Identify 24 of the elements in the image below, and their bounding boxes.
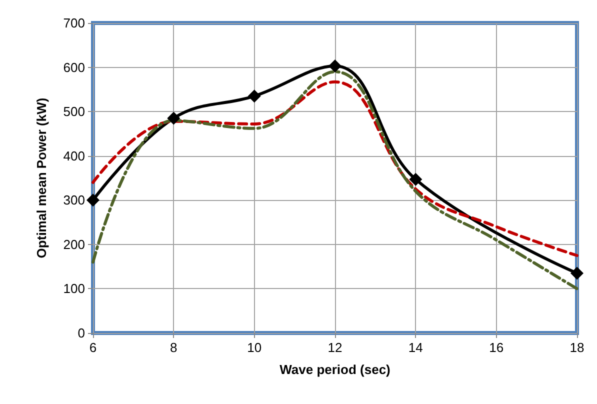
y-tick-label: 600 bbox=[63, 60, 85, 75]
y-tick-label: 500 bbox=[63, 104, 85, 120]
y-tick-label: 100 bbox=[63, 281, 85, 296]
x-tick-label: 18 bbox=[570, 340, 584, 355]
point bbox=[86, 194, 100, 207]
point bbox=[328, 59, 342, 72]
y-tick-label: 300 bbox=[63, 192, 85, 208]
x-tick-label: 16 bbox=[489, 340, 504, 355]
y-axis-title: Optimal mean Power (kW) bbox=[34, 98, 49, 258]
y-tick-label: 700 bbox=[63, 16, 85, 30]
x-tick-label: 10 bbox=[247, 340, 262, 355]
x-tick-label: 6 bbox=[89, 340, 97, 355]
x-tick-label: 14 bbox=[408, 340, 423, 355]
y-tick-label: 200 bbox=[63, 236, 85, 252]
point bbox=[248, 90, 261, 103]
x-tick-label: 12 bbox=[328, 340, 342, 355]
point bbox=[167, 112, 180, 125]
x-tick-label: 8 bbox=[170, 340, 178, 355]
y-tick-label: 400 bbox=[63, 148, 85, 164]
y-tick-label: 0 bbox=[78, 326, 85, 340]
point bbox=[409, 172, 422, 186]
x-axis-title: Wave period (sec) bbox=[280, 362, 390, 377]
point bbox=[570, 266, 584, 280]
line-series bbox=[92, 80, 578, 257]
